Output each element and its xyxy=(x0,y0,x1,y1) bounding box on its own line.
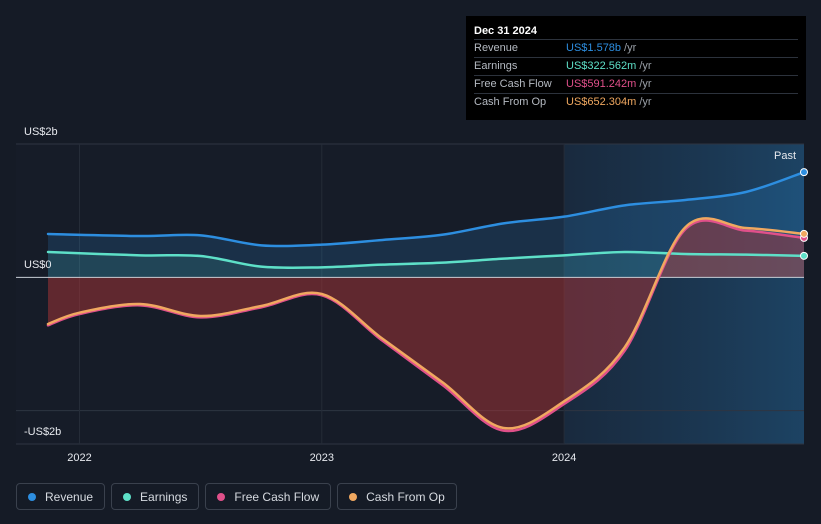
legend-label: Revenue xyxy=(45,489,94,504)
legend-item-free-cash-flow[interactable]: Free Cash Flow xyxy=(205,483,332,510)
y-label-top: US$2b xyxy=(24,126,58,138)
legend-dot-icon xyxy=(349,492,358,501)
legend-item-cash-from-op[interactable]: Cash From Op xyxy=(337,483,457,510)
legend: Revenue Earnings Free Cash Flow Cash From O… xyxy=(16,483,457,510)
tooltip-row-value: US$1.578b xyxy=(566,42,622,54)
tooltip-row: Cash From Op US$652.304m/yr xyxy=(474,93,798,111)
tooltip-panel: Dec 31 2024 Revenue US$1.578b/yr Earnings U… xyxy=(466,16,806,120)
tooltip-row-label: Revenue xyxy=(474,42,519,54)
tooltip-row-value: US$322.562m xyxy=(566,60,637,72)
y-label-zero: US$0 xyxy=(24,259,52,271)
past-region xyxy=(564,144,804,444)
tooltip-row: Revenue US$1.578b/yr xyxy=(474,39,798,57)
tooltip-row: Earnings US$322.562m/yr xyxy=(474,57,798,75)
line-cash-from-op xyxy=(46,217,806,430)
tooltip-row-unit: /yr xyxy=(639,78,652,90)
tooltip-row-unit: /yr xyxy=(639,96,652,108)
line-earnings xyxy=(46,250,806,270)
y-label-bottom: -US$2b xyxy=(24,426,62,438)
x-tick-label: 2022 xyxy=(67,452,91,464)
x-tick-label: 2024 xyxy=(552,452,576,464)
tooltip-row-label: Earnings xyxy=(474,60,518,72)
end-point-revenue xyxy=(800,168,808,177)
area-free-cash-flow xyxy=(48,220,804,432)
area-earnings xyxy=(48,251,804,278)
end-point-cash-from-op xyxy=(800,229,808,238)
legend-dot-icon xyxy=(123,492,132,501)
legend-label: Cash From Op xyxy=(366,489,445,504)
tooltip-row-value: US$591.242m xyxy=(566,78,637,90)
legend-item-earnings[interactable]: Earnings xyxy=(111,483,200,510)
legend-item-revenue[interactable]: Revenue xyxy=(16,483,106,510)
tooltip-row: Free Cash Flow US$591.242m/yr xyxy=(474,75,798,93)
end-point-earnings xyxy=(800,251,808,260)
legend-dot-icon xyxy=(28,492,36,501)
tooltip-date: Dec 31 2024 xyxy=(474,25,537,37)
legend-label: Free Cash Flow xyxy=(234,489,320,504)
legend-label: Earnings xyxy=(140,489,188,504)
tooltip-row-value: US$652.304m xyxy=(566,96,637,108)
area-cash-from-op xyxy=(48,218,804,429)
line-revenue xyxy=(46,170,806,248)
tooltip-row-unit: /yr xyxy=(624,42,637,54)
x-tick-label: 2023 xyxy=(310,452,334,464)
legend-dot-icon xyxy=(217,492,226,501)
past-label: Past xyxy=(774,150,797,162)
tooltip-row-label: Cash From Op xyxy=(474,96,547,108)
tooltip-row-unit: /yr xyxy=(639,60,652,72)
tooltip-row-label: Free Cash Flow xyxy=(474,78,552,90)
